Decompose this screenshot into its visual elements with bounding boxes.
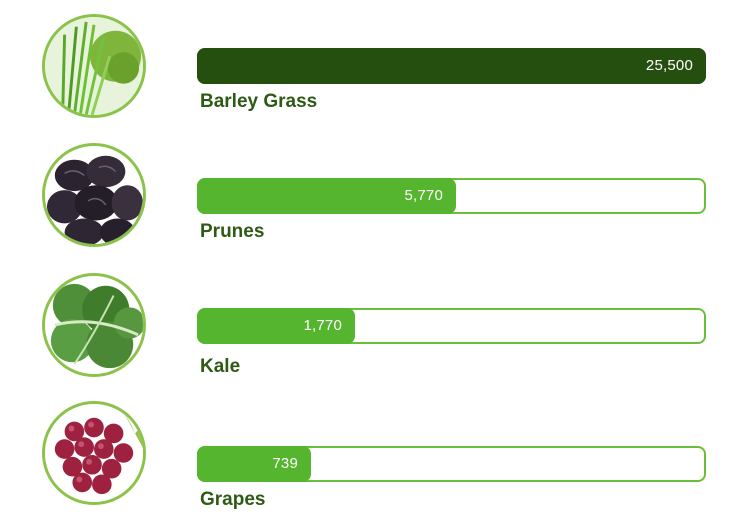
bar: 1,770 [197,308,355,344]
category-label: Grapes [200,489,266,510]
bar: 25,500 [197,48,706,84]
bar-value-label: 739 [272,455,298,472]
bar-track: 5,770 [197,178,706,214]
kale-image [42,273,146,377]
category-label: Barley Grass [200,91,318,112]
category-label: Prunes [200,221,265,242]
barley-grass-image [42,14,146,118]
bar-value-label: 5,770 [404,187,443,204]
bar: 5,770 [197,178,456,214]
bar-value-label: 1,770 [303,317,342,334]
kale-icon [45,276,143,374]
category-label: Kale [200,356,241,377]
prunes-image [42,143,146,247]
grapes-image [42,401,146,505]
bar: 739 [197,446,311,482]
barley-grass-icon [45,17,143,115]
prunes-icon [45,146,143,244]
bar-track: 25,500 [197,48,706,84]
grapes-icon [45,404,143,502]
bar-track: 1,770 [197,308,706,344]
bar-value-label: 25,500 [645,57,693,74]
bar-track: 739 [197,446,706,482]
